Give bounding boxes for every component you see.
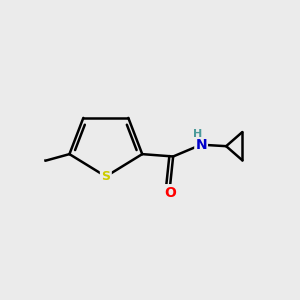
Text: S: S <box>101 170 110 183</box>
Text: H: H <box>193 128 202 139</box>
Text: N: N <box>195 138 207 152</box>
Text: methyl: methyl <box>44 159 49 160</box>
Text: O: O <box>164 186 176 200</box>
